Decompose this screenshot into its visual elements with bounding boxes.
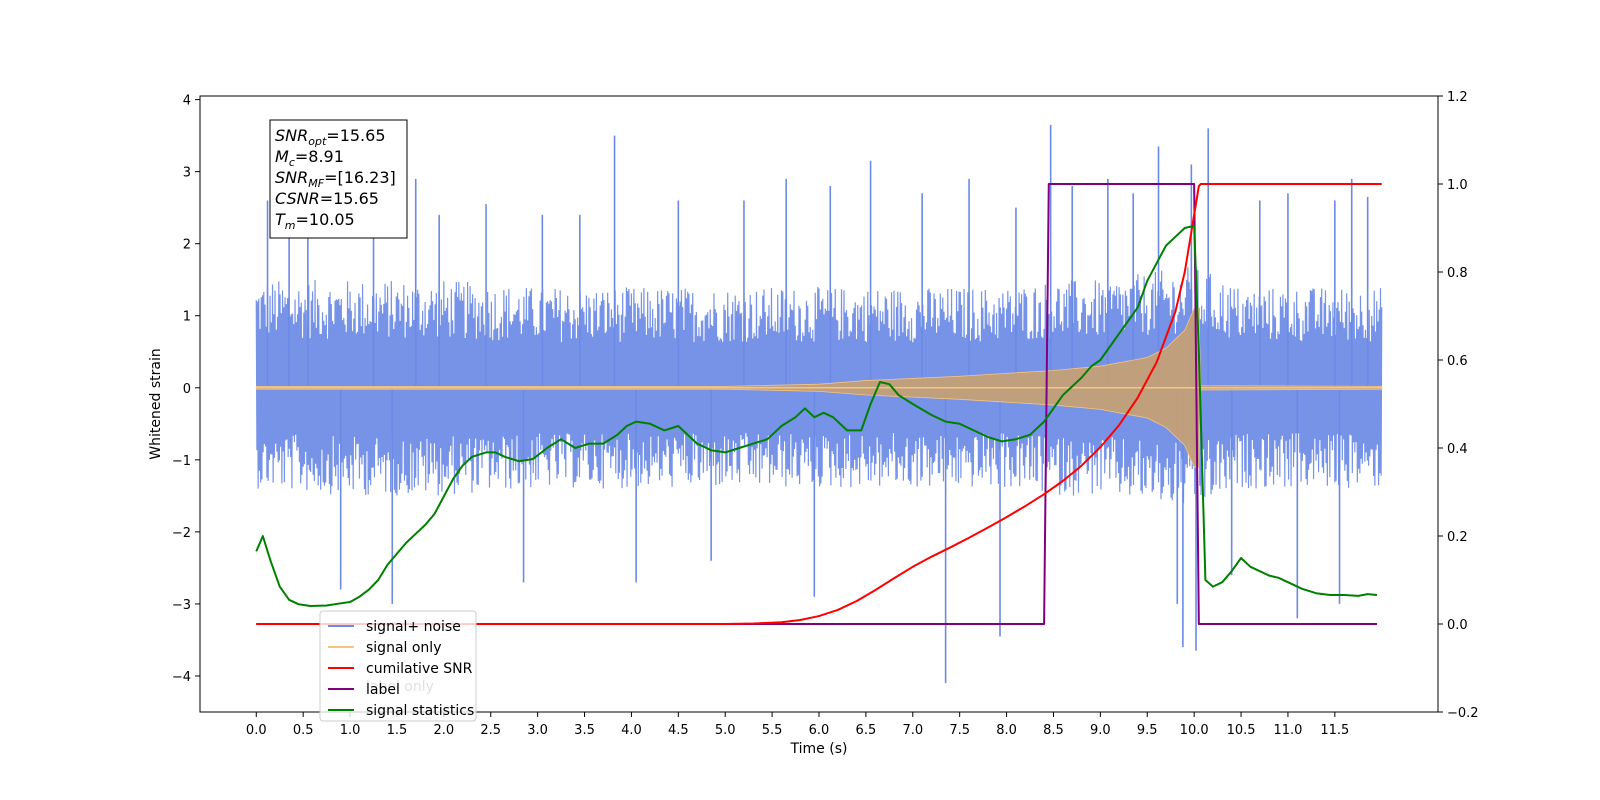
annotation-box: SNRopt=15.65Mc=8.91SNRMF=[16.23]CSNR=15.… xyxy=(269,119,408,239)
x-tick-label: 1.5 xyxy=(387,723,408,738)
y-tick-label: −3 xyxy=(172,598,191,613)
y2-tick-label: 0.4 xyxy=(1447,442,1468,457)
x-tick-label: 7.0 xyxy=(902,723,923,738)
x-tick-label: 7.5 xyxy=(949,723,970,738)
legend-entry: signal+ noise xyxy=(366,619,461,635)
legend-entry: signal only xyxy=(366,640,441,656)
x-tick-label: 2.5 xyxy=(480,723,501,738)
legend: label only signal+ noise signal only cumila… xyxy=(319,610,477,722)
y2-tick-label: −0.2 xyxy=(1447,706,1479,721)
y-axis-left: −4 −3 −2 −1 0 1 2 3 4 xyxy=(172,94,200,685)
x-tick-label: 3.5 xyxy=(574,723,595,738)
x-tick-label: 6.5 xyxy=(856,723,877,738)
annotation-line: Tm=10.05 xyxy=(275,210,355,232)
annotation-line: Mc=8.91 xyxy=(275,147,344,169)
annotation-line: CSNR=15.65 xyxy=(275,189,379,208)
y-tick-label: 3 xyxy=(183,166,191,181)
x-tick-label: 2.0 xyxy=(434,723,455,738)
y-tick-label: 4 xyxy=(183,94,191,109)
x-tick-label: 1.0 xyxy=(340,723,361,738)
annotation-line: SNRopt=15.65 xyxy=(275,126,386,148)
y-tick-label: 0 xyxy=(183,382,191,397)
x-tick-label: 11.5 xyxy=(1320,723,1349,738)
y2-tick-label: 0.0 xyxy=(1447,618,1468,633)
y2-tick-label: 0.8 xyxy=(1447,266,1468,281)
series-cumulative-snr xyxy=(256,183,1382,625)
y-tick-label: −2 xyxy=(172,526,191,541)
series-label xyxy=(256,183,1378,625)
x-tick-label: 10.0 xyxy=(1180,723,1209,738)
x-tick-label: 8.0 xyxy=(996,723,1017,738)
x-tick-label: 5.5 xyxy=(762,723,783,738)
legend-entry: cumilative SNR xyxy=(366,661,473,677)
x-tick-label: 9.0 xyxy=(1090,723,1111,738)
y-tick-label: −1 xyxy=(172,454,191,469)
x-axis: 0.0 0.5 1.0 1.5 2.0 2.5 3.0 3.5 4.0 4.5 5.0 5.5 6.0 6… xyxy=(246,712,1349,738)
y2-tick-label: 0.2 xyxy=(1447,530,1468,545)
x-axis-label: Time (s) xyxy=(790,741,848,757)
series-signal-statistics xyxy=(255,224,1378,607)
annotation-line: SNRMF=[16.23] xyxy=(275,168,396,190)
x-tick-label: 0.5 xyxy=(293,723,314,738)
y2-tick-label: 1.0 xyxy=(1447,178,1468,193)
y-tick-label: −4 xyxy=(172,670,191,685)
x-tick-label: 5.0 xyxy=(715,723,736,738)
x-tick-label: 9.5 xyxy=(1137,723,1158,738)
x-tick-label: 10.5 xyxy=(1227,723,1256,738)
annotation-frame xyxy=(269,119,408,239)
y-tick-label: 2 xyxy=(183,238,191,253)
y2-tick-label: 1.2 xyxy=(1447,90,1468,105)
y2-tick-label: 0.6 xyxy=(1447,354,1468,369)
plot-area xyxy=(255,124,1383,684)
x-tick-label: 3.0 xyxy=(527,723,548,738)
x-tick-label: 8.5 xyxy=(1043,723,1064,738)
x-tick-label: 0.0 xyxy=(246,723,267,738)
x-tick-label: 4.0 xyxy=(621,723,642,738)
y-tick-label: 1 xyxy=(183,310,191,325)
y-axis-label: Whitened strain xyxy=(148,348,164,459)
legend-entry: signal statistics xyxy=(366,703,474,719)
x-tick-label: 6.0 xyxy=(809,723,830,738)
y-axis-right: −0.2 0.0 0.2 0.4 0.6 0.8 1.0 1.2 xyxy=(1438,90,1479,721)
x-tick-label: 4.5 xyxy=(668,723,689,738)
x-tick-label: 11.0 xyxy=(1273,723,1302,738)
legend-entry: label xyxy=(366,682,400,698)
legend-ghost-text: label only xyxy=(366,679,434,695)
legend-frame xyxy=(319,610,477,722)
